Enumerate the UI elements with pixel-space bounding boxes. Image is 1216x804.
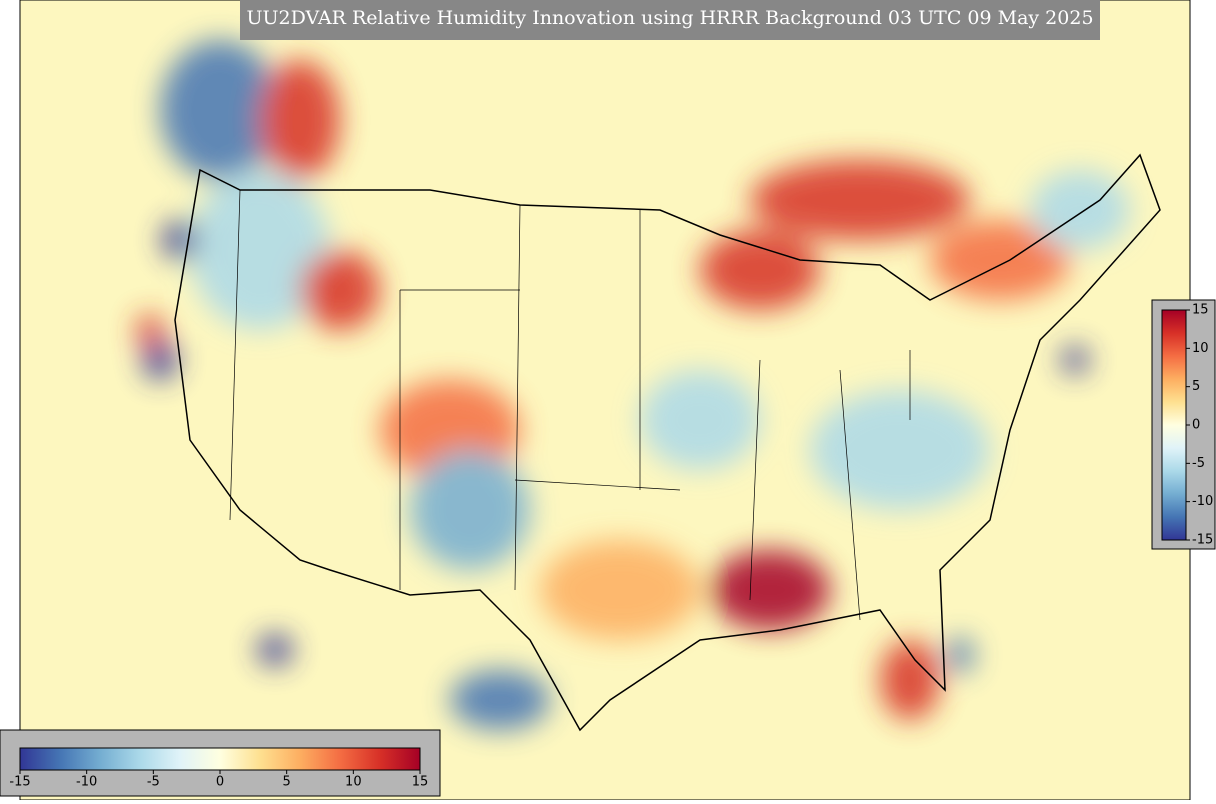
tick-label: 15 xyxy=(412,775,429,790)
tick-label: -5 xyxy=(147,775,160,790)
colorbar xyxy=(19,747,421,771)
innovation-field xyxy=(136,40,1130,730)
tick-label: -15 xyxy=(9,775,30,790)
map xyxy=(19,0,1191,801)
tick-label: -5 xyxy=(1192,456,1205,471)
tick-label: -15 xyxy=(1192,533,1213,548)
tick-label: 0 xyxy=(216,775,224,790)
tick-label: 5 xyxy=(283,775,291,790)
tick-label: 10 xyxy=(1192,341,1209,356)
title-bar xyxy=(240,0,1100,40)
vertical-colorbar: 15 10 5 0 -5 -10 -15 xyxy=(1151,299,1216,550)
tick-label: 5 xyxy=(1192,379,1200,394)
state-borders xyxy=(229,189,911,621)
tick-label: -10 xyxy=(1192,494,1213,509)
horizontal-colorbar: -15 -10 -5 0 5 10 15 xyxy=(0,729,441,797)
tick-label: 15 xyxy=(1192,303,1209,318)
us-outline xyxy=(174,153,1161,732)
tick-label: 0 xyxy=(1192,418,1200,433)
tick-label: 10 xyxy=(345,775,362,790)
colorbar xyxy=(1161,309,1187,541)
map-title: UU2DVAR Relative Humidity Innovation usi… xyxy=(246,7,1093,29)
tick-label: -10 xyxy=(76,775,97,790)
